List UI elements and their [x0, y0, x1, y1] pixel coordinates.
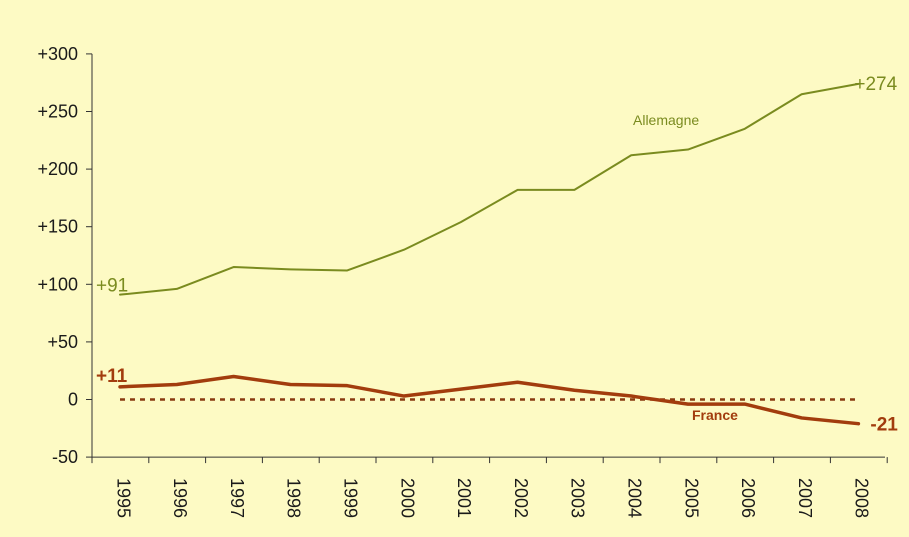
- x-tick-label: 2000: [397, 478, 417, 518]
- y-tick-label: +100: [37, 274, 78, 294]
- x-axis: 1995 1996 1997 1998 1999 2000 2001 2002 2003 2004…: [91, 456, 888, 518]
- y-tick-label: -50: [52, 447, 78, 467]
- x-tick-label: 2007: [795, 478, 815, 518]
- y-axis: -50 0 +50 +100 +150 +200 +250 +300: [37, 44, 93, 467]
- y-tick-label: +200: [37, 159, 78, 179]
- series-layer: [118, 82, 861, 426]
- x-tick-label: 1998: [284, 478, 304, 518]
- x-tick-label: 2003: [568, 478, 588, 518]
- y-tick-label: +250: [37, 102, 78, 122]
- start-value-label: +11: [96, 366, 128, 387]
- end-value-label: -21: [870, 415, 898, 436]
- series-line-allemagne: [119, 82, 860, 296]
- x-tick-label: 1995: [113, 478, 133, 518]
- start-value-label: +91: [96, 276, 128, 297]
- y-tick-label: 0: [68, 390, 78, 410]
- labels-layer: +91 +274 Allemagne +11 -21 France: [96, 74, 898, 436]
- series-name-label: France: [692, 407, 738, 423]
- x-tick-label: 2006: [738, 478, 758, 518]
- x-tick-label: 1997: [227, 478, 247, 518]
- x-tick-label: 1999: [340, 478, 360, 518]
- series-line-france: [118, 374, 861, 426]
- x-tick-label: 2001: [454, 478, 474, 518]
- x-tick-label: 2008: [852, 478, 872, 518]
- series-name-label: Allemagne: [633, 112, 699, 128]
- end-value-label: +274: [854, 74, 897, 95]
- y-tick-label: +150: [37, 217, 78, 237]
- x-tick-label: 2002: [511, 478, 531, 518]
- x-tick-label: 2005: [681, 478, 701, 518]
- x-tick-label: 1996: [170, 478, 190, 518]
- x-tick-label: 2004: [624, 478, 644, 518]
- y-tick-label: +50: [47, 332, 78, 352]
- y-tick-label: +300: [37, 44, 78, 64]
